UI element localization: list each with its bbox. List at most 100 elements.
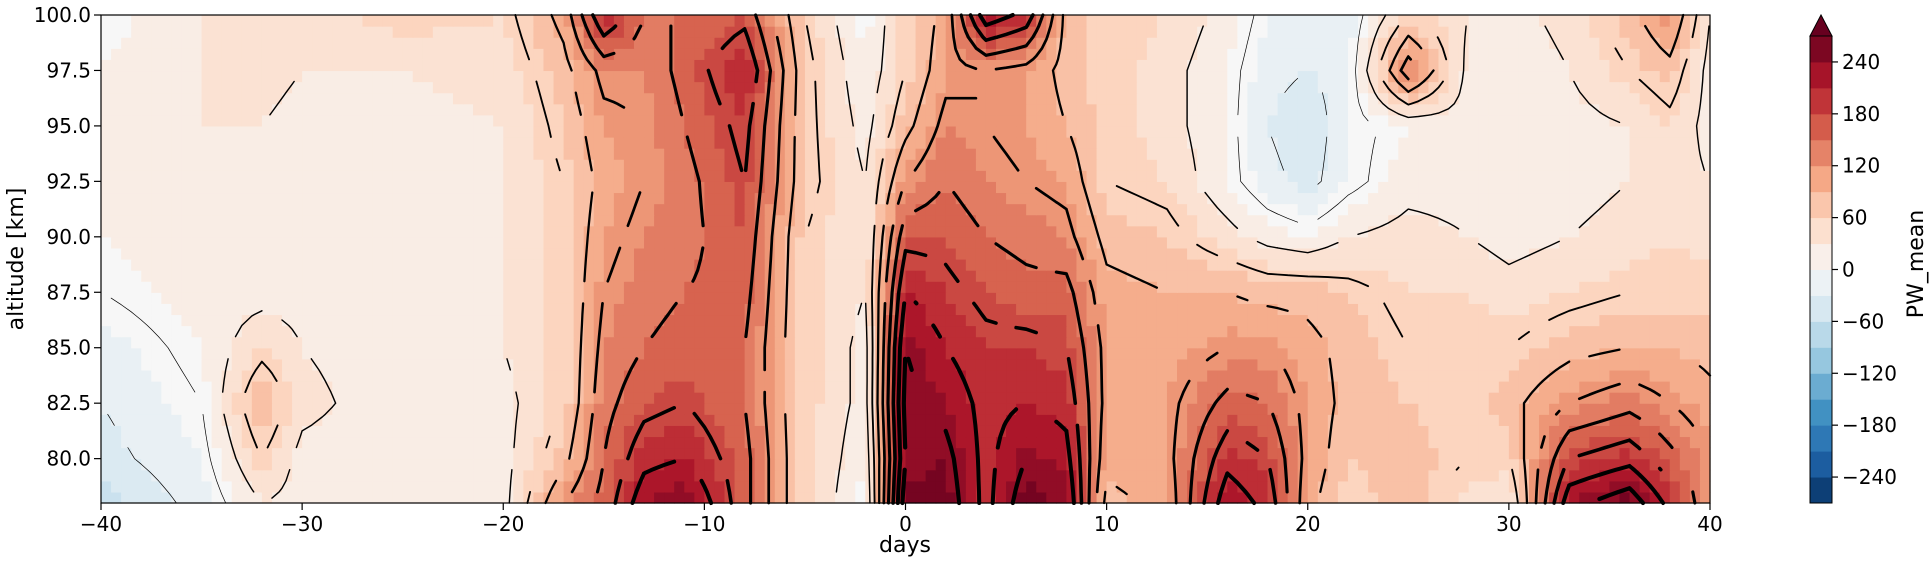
heatmap-cell	[493, 447, 504, 460]
heatmap-cell	[442, 469, 454, 482]
heatmap-cell	[1026, 358, 1037, 371]
heatmap-cell	[1368, 392, 1379, 404]
heatmap-cell	[1488, 358, 1500, 371]
heatmap-cell	[1368, 480, 1379, 493]
heatmap-cell	[1106, 491, 1118, 504]
heatmap-cell	[644, 236, 655, 249]
heatmap-cell	[523, 281, 535, 293]
heatmap-cell	[201, 425, 213, 438]
heatmap-cell	[473, 148, 484, 160]
heatmap-cell	[1599, 469, 1611, 482]
heatmap-cell	[151, 325, 162, 338]
heatmap-cell	[201, 358, 213, 371]
heatmap-cell	[251, 469, 263, 482]
heatmap-cell	[1358, 414, 1369, 426]
heatmap-cell	[563, 436, 575, 449]
heatmap-cell	[835, 292, 846, 304]
heatmap-cell	[1539, 247, 1550, 260]
heatmap-cell	[1589, 403, 1600, 415]
heatmap-cell	[1528, 469, 1540, 482]
heatmap-cell	[935, 236, 947, 249]
heatmap-cell	[1428, 170, 1440, 182]
heatmap-cell	[573, 259, 585, 271]
heatmap-cell	[794, 225, 806, 238]
heatmap-cell	[1418, 325, 1430, 338]
heatmap-cell	[282, 170, 293, 182]
heatmap-cell	[794, 292, 806, 304]
heatmap-cell	[1559, 369, 1570, 382]
heatmap-cell	[955, 192, 967, 205]
heatmap-cell	[1337, 469, 1349, 482]
heatmap-cell	[121, 225, 132, 238]
heatmap-cell	[503, 281, 514, 293]
heatmap-cell	[1187, 403, 1198, 415]
heatmap-cell	[1498, 159, 1510, 171]
heatmap-cell	[1539, 369, 1550, 382]
heatmap-cell	[825, 159, 836, 171]
heatmap-cell	[1177, 358, 1188, 371]
heatmap-cell	[664, 325, 675, 338]
heatmap-cell	[282, 369, 293, 382]
heatmap-cell	[644, 436, 655, 449]
heatmap-cell	[875, 347, 886, 360]
heatmap-cell	[1317, 181, 1329, 194]
heatmap-cell	[271, 347, 283, 360]
heatmap-cell	[1518, 303, 1530, 316]
heatmap-cell	[633, 336, 645, 349]
heatmap-cell	[1076, 292, 1088, 304]
heatmap-cell	[1358, 392, 1369, 404]
heatmap-cell	[523, 392, 535, 404]
heatmap-cell	[1398, 225, 1409, 238]
heatmap-cell	[513, 214, 524, 227]
heatmap-cell	[1036, 347, 1047, 360]
heatmap-cell	[1428, 192, 1440, 205]
heatmap-cell	[613, 270, 625, 282]
heatmap-cell	[201, 170, 213, 182]
heatmap-cell	[1528, 314, 1540, 327]
heatmap-cell	[945, 325, 957, 338]
heatmap-cell	[1659, 447, 1671, 460]
heatmap-cell	[915, 303, 927, 316]
heatmap-cell	[322, 480, 333, 493]
heatmap-cell	[1689, 381, 1701, 393]
heatmap-cell	[402, 358, 414, 371]
heatmap-cell	[1358, 259, 1369, 271]
heatmap-cell	[1539, 325, 1550, 338]
heatmap-cell	[171, 491, 183, 504]
heatmap-cell	[1609, 314, 1621, 327]
heatmap-cell	[1699, 469, 1711, 482]
heatmap-cell	[996, 159, 1007, 171]
heatmap-cell	[503, 369, 514, 382]
heatmap-cell	[1619, 414, 1631, 426]
heatmap-cell	[1468, 381, 1480, 393]
heatmap-cell	[382, 247, 394, 260]
heatmap-cell	[1237, 314, 1249, 327]
heatmap-cell	[513, 203, 524, 216]
heatmap-cell	[442, 225, 454, 238]
heatmap-cell	[1136, 436, 1148, 449]
heatmap-cell	[422, 181, 434, 194]
heatmap-cell	[412, 469, 424, 482]
heatmap-cell	[1056, 325, 1067, 338]
heatmap-cell	[1116, 159, 1128, 171]
heatmap-cell	[261, 159, 273, 171]
heatmap-cell	[1599, 403, 1611, 415]
heatmap-cell	[694, 214, 705, 227]
heatmap-cell	[734, 203, 746, 216]
heatmap-cell	[1086, 480, 1098, 493]
heatmap-cell	[1297, 214, 1309, 227]
heatmap-cell	[201, 414, 213, 426]
heatmap-cell	[975, 447, 987, 460]
heatmap-cell	[111, 148, 122, 160]
heatmap-cell	[292, 181, 303, 194]
heatmap-cell	[1689, 192, 1701, 205]
heatmap-cell	[1559, 181, 1570, 194]
heatmap-cell	[996, 247, 1007, 260]
heatmap-cell	[1327, 236, 1339, 249]
heatmap-cell	[392, 159, 404, 171]
heatmap-cell	[221, 225, 233, 238]
heatmap-cell	[533, 392, 545, 404]
heatmap-cell	[1388, 480, 1399, 493]
heatmap-cell	[342, 236, 354, 249]
heatmap-cell	[1187, 447, 1198, 460]
